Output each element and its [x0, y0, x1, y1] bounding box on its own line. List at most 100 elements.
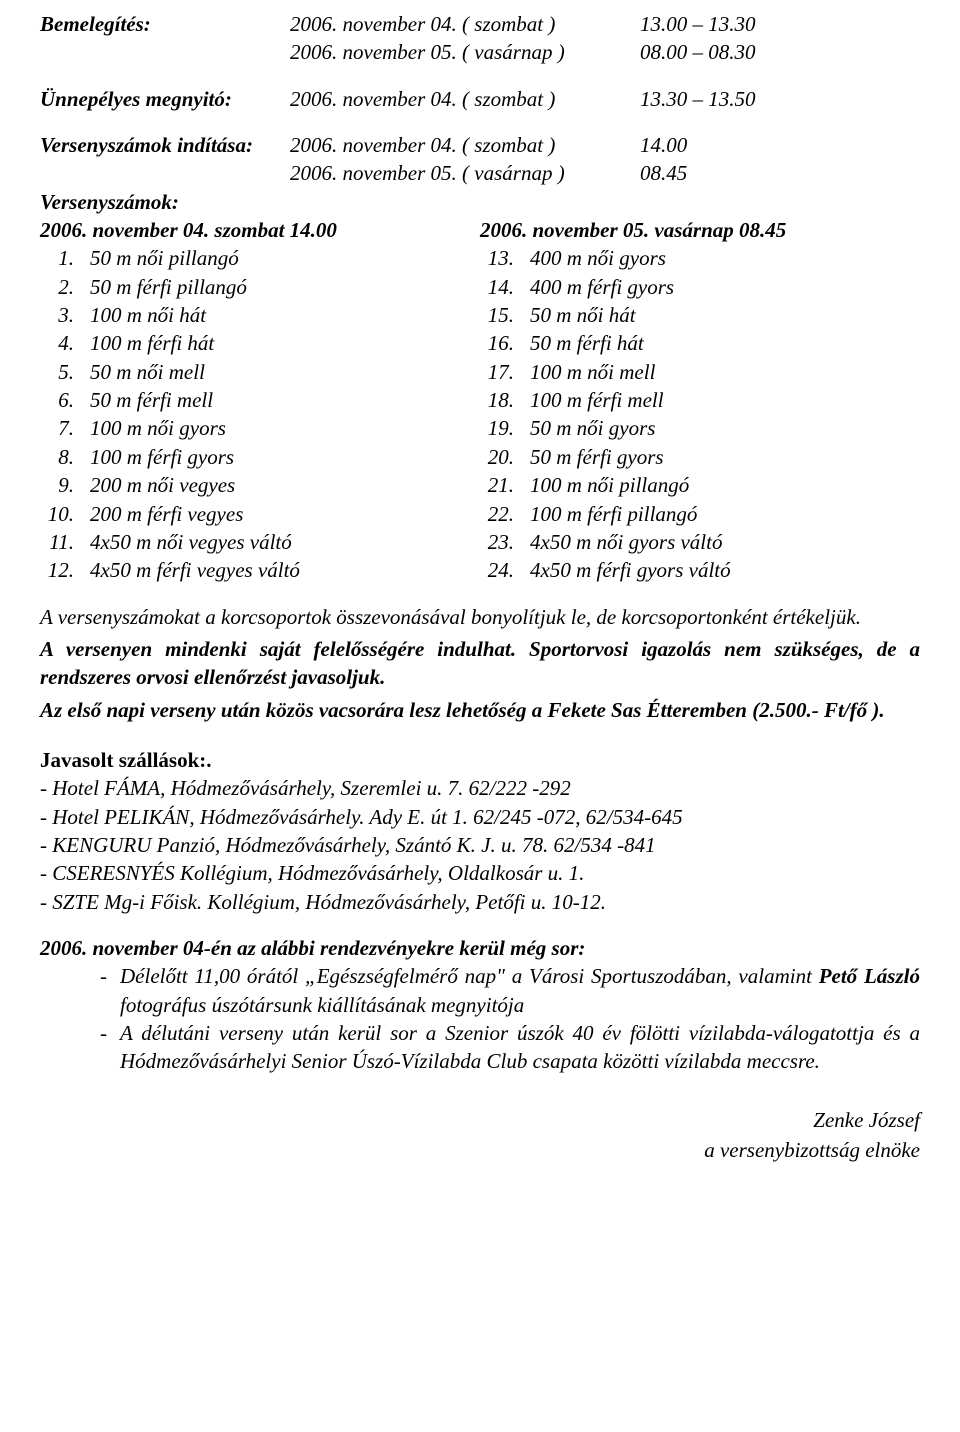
event-number: 24. [480, 556, 520, 584]
event-number: 15. [480, 301, 520, 329]
event-name: 50 m női hát [520, 301, 920, 329]
event-row: 2.50 m férfi pillangó [40, 273, 480, 301]
event-number: 19. [480, 414, 520, 442]
event-row: 16.50 m férfi hát [480, 329, 920, 357]
note-2: A versenyen mindenki saját felelősségére… [40, 635, 920, 692]
note-1: A versenyszámokat a korcsoportok összevo… [40, 603, 920, 631]
event-number: 1. [40, 244, 80, 272]
day1-header: 2006. november 04. szombat 14.00 [40, 216, 480, 244]
event-row: 14.400 m férfi gyors [480, 273, 920, 301]
event-number: 20. [480, 443, 520, 471]
notes-block: A versenyszámokat a korcsoportok összevo… [40, 603, 920, 724]
starts-label: Versenyszámok indítása: [40, 131, 290, 159]
event-row: 7.100 m női gyors [40, 414, 480, 442]
warmup-time-0: 13.00 – 13.30 [640, 10, 920, 38]
event-name: 4x50 m női gyors váltó [520, 528, 920, 556]
event-name: 400 m női gyors [520, 244, 920, 272]
event-name: 4x50 m női vegyes váltó [80, 528, 480, 556]
event-number: 11. [40, 528, 80, 556]
event-name: 100 m női gyors [80, 414, 480, 442]
event-row: 24.4x50 m férfi gyors váltó [480, 556, 920, 584]
event-name: 100 m férfi mell [520, 386, 920, 414]
events-table: 2006. november 04. szombat 14.00 1.50 m … [40, 216, 920, 584]
event-number: 18. [480, 386, 520, 414]
additional-item-1-pre: Délelőtt 11,00 órától „Egészségfelmérő n… [120, 964, 819, 988]
additional-block: 2006. november 04-én az alábbi rendezvén… [40, 934, 920, 1076]
footer-title: a versenybizottság elnöke [40, 1136, 920, 1164]
event-number: 8. [40, 443, 80, 471]
event-name: 50 m férfi gyors [520, 443, 920, 471]
note-3: Az első napi verseny után közös vacsorár… [40, 696, 920, 724]
day1-column: 2006. november 04. szombat 14.00 1.50 m … [40, 216, 480, 584]
event-row: 13.400 m női gyors [480, 244, 920, 272]
event-row: 18.100 m férfi mell [480, 386, 920, 414]
event-name: 4x50 m férfi gyors váltó [520, 556, 920, 584]
event-row: 19.50 m női gyors [480, 414, 920, 442]
opening-block: Ünnepélyes megnyitó: 2006. november 04. … [40, 85, 920, 113]
event-row: 17.100 m női mell [480, 358, 920, 386]
opening-time: 13.30 – 13.50 [640, 85, 920, 113]
starts-time-1: 08.45 [640, 159, 920, 187]
event-row: 15.50 m női hát [480, 301, 920, 329]
event-name: 50 m férfi hát [520, 329, 920, 357]
footer-signature: Zenke József a versenybizottság elnöke [40, 1106, 920, 1165]
additional-item-1-post: fotográfus úszótársunk kiállításának meg… [120, 993, 524, 1017]
event-name: 200 m férfi vegyes [80, 500, 480, 528]
event-number: 21. [480, 471, 520, 499]
warmup-block: Bemelegítés: 2006. november 04. ( szomba… [40, 10, 920, 67]
event-row: 12.4x50 m férfi vegyes váltó [40, 556, 480, 584]
starts-date-0: 2006. november 04. ( szombat ) [290, 131, 640, 159]
day2-column: 2006. november 05. vasárnap 08.45 13.400… [480, 216, 920, 584]
additional-item-2: - A délutáni verseny után kerül sor a Sz… [100, 1019, 920, 1076]
event-row: 10.200 m férfi vegyes [40, 500, 480, 528]
event-row: 21.100 m női pillangó [480, 471, 920, 499]
hotels-heading: Javasolt szállások:. [40, 746, 920, 774]
warmup-date-1: 2006. november 05. ( vasárnap ) [290, 38, 640, 66]
opening-date: 2006. november 04. ( szombat ) [290, 85, 640, 113]
warmup-time-1: 08.00 – 08.30 [640, 38, 920, 66]
event-number: 4. [40, 329, 80, 357]
hotel-item: - Hotel FÁMA, Hódmezővásárhely, Szeremle… [40, 774, 920, 802]
event-number: 6. [40, 386, 80, 414]
hotel-item: - CSERESNYÉS Kollégium, Hódmezővásárhely… [40, 859, 920, 887]
event-name: 100 m női hát [80, 301, 480, 329]
event-number: 23. [480, 528, 520, 556]
event-row: 3.100 m női hát [40, 301, 480, 329]
footer-name: Zenke József [40, 1106, 920, 1134]
events-label: Versenyszámok: [40, 188, 920, 216]
event-name: 50 m férfi mell [80, 386, 480, 414]
event-name: 100 m férfi pillangó [520, 500, 920, 528]
event-row: 8.100 m férfi gyors [40, 443, 480, 471]
event-number: 22. [480, 500, 520, 528]
day2-header: 2006. november 05. vasárnap 08.45 [480, 216, 920, 244]
event-number: 3. [40, 301, 80, 329]
event-row: 5.50 m női mell [40, 358, 480, 386]
event-number: 12. [40, 556, 80, 584]
event-number: 14. [480, 273, 520, 301]
event-number: 16. [480, 329, 520, 357]
event-row: 11.4x50 m női vegyes váltó [40, 528, 480, 556]
event-name: 100 m férfi hát [80, 329, 480, 357]
event-number: 17. [480, 358, 520, 386]
event-name: 50 m férfi pillangó [80, 273, 480, 301]
additional-heading: 2006. november 04-én az alábbi rendezvén… [40, 934, 920, 962]
event-name: 4x50 m férfi vegyes váltó [80, 556, 480, 584]
event-name: 200 m női vegyes [80, 471, 480, 499]
event-row: 4.100 m férfi hát [40, 329, 480, 357]
event-number: 13. [480, 244, 520, 272]
hotels-block: Javasolt szállások:. - Hotel FÁMA, Hódme… [40, 746, 920, 916]
event-number: 5. [40, 358, 80, 386]
starts-date-1: 2006. november 05. ( vasárnap ) [290, 159, 640, 187]
event-row: 22.100 m férfi pillangó [480, 500, 920, 528]
event-row: 23.4x50 m női gyors váltó [480, 528, 920, 556]
opening-label: Ünnepélyes megnyitó: [40, 85, 290, 113]
event-number: 10. [40, 500, 80, 528]
additional-item-2-text: A délutáni verseny után kerül sor a Szen… [120, 1019, 920, 1076]
additional-item-1: - Délelőtt 11,00 órától „Egészségfelmérő… [100, 962, 920, 1019]
event-name: 50 m női gyors [520, 414, 920, 442]
warmup-date-0: 2006. november 04. ( szombat ) [290, 10, 640, 38]
event-row: 1.50 m női pillangó [40, 244, 480, 272]
starts-block: Versenyszámok indítása: 2006. november 0… [40, 131, 920, 188]
event-number: 9. [40, 471, 80, 499]
event-name: 100 m női pillangó [520, 471, 920, 499]
